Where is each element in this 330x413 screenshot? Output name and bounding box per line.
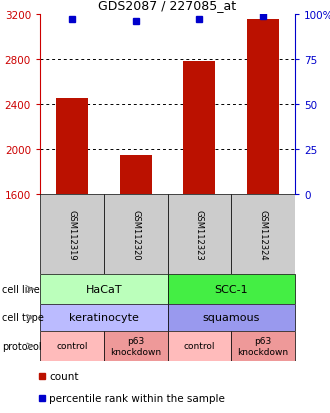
- Text: protocol: protocol: [2, 341, 42, 351]
- Text: GSM112324: GSM112324: [259, 209, 268, 260]
- Bar: [56, 99, 88, 195]
- Bar: [40, 274, 168, 304]
- Text: HaCaT: HaCaT: [85, 284, 122, 294]
- Text: squamous: squamous: [203, 313, 260, 323]
- Bar: [168, 304, 295, 331]
- Title: GDS2087 / 227085_at: GDS2087 / 227085_at: [98, 0, 237, 12]
- Bar: [120, 155, 151, 195]
- Text: keratinocyte: keratinocyte: [69, 313, 139, 323]
- Bar: [104, 195, 168, 274]
- Text: cell type: cell type: [2, 313, 44, 323]
- Bar: [231, 331, 295, 361]
- Text: cell line: cell line: [2, 284, 40, 294]
- Bar: [183, 62, 215, 195]
- Text: GSM112323: GSM112323: [195, 209, 204, 260]
- Text: p63
knockdown: p63 knockdown: [110, 337, 161, 356]
- Text: percentile rank within the sample: percentile rank within the sample: [49, 394, 225, 404]
- Text: control: control: [183, 342, 215, 351]
- Bar: [40, 195, 104, 274]
- Bar: [247, 20, 279, 195]
- Bar: [168, 331, 231, 361]
- Bar: [168, 195, 231, 274]
- Text: p63
knockdown: p63 knockdown: [238, 337, 289, 356]
- Bar: [40, 304, 168, 331]
- Text: GSM112319: GSM112319: [67, 209, 76, 260]
- Text: GSM112320: GSM112320: [131, 209, 140, 260]
- Bar: [168, 274, 295, 304]
- Text: control: control: [56, 342, 88, 351]
- Text: SCC-1: SCC-1: [214, 284, 248, 294]
- Text: count: count: [49, 370, 79, 381]
- Bar: [40, 331, 104, 361]
- Bar: [104, 331, 168, 361]
- Bar: [231, 195, 295, 274]
